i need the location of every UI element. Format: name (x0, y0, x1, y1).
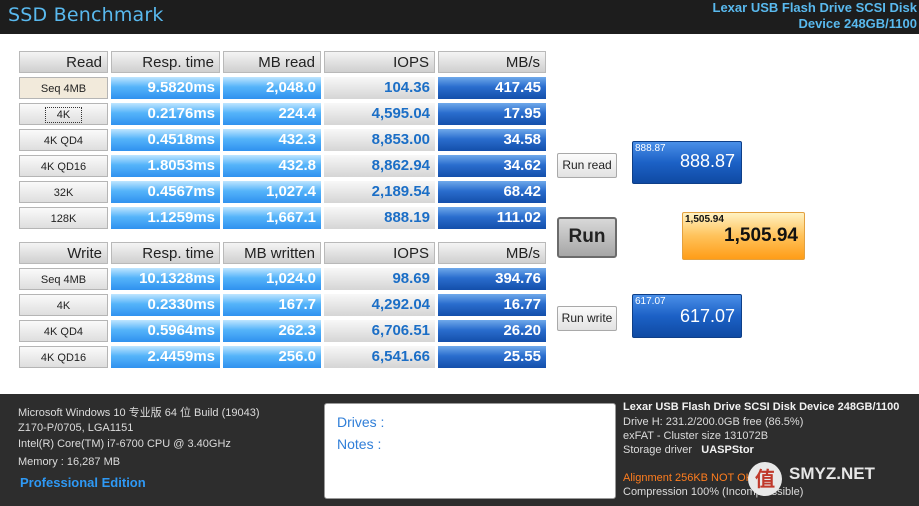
run-button[interactable]: Run (557, 217, 617, 258)
write-4k-qd16-mbs: 25.55 (438, 346, 546, 368)
write-test-4k-button[interactable]: 4K (19, 294, 108, 316)
total-score-small: 1,505.94 (685, 214, 724, 225)
read-header-mbs: MB/s (438, 51, 546, 73)
write-seq-4mb-mbs: 394.76 (438, 268, 546, 290)
write-4k-qd4-mbs: 26.20 (438, 320, 546, 342)
read-4k-mb: 224.4 (223, 103, 321, 125)
device-info-title: Lexar USB Flash Drive SCSI Disk Device 2… (623, 401, 900, 413)
read-seq-4mb-mbs: 417.45 (438, 77, 546, 99)
total-score-value: 1,505.94 (724, 225, 798, 246)
write-header-resp-time: Resp. time (111, 242, 220, 264)
read-4k-qd4-mb: 432.3 (223, 129, 321, 151)
read-4k-mbs: 17.95 (438, 103, 546, 125)
read-32k-mb: 1,027.4 (223, 181, 321, 203)
read-test-4k-qd16-button[interactable]: 4K QD16 (19, 155, 108, 177)
read-header-iops: IOPS (324, 51, 435, 73)
read-header-resp-time: Resp. time (111, 51, 220, 73)
read-seq-4mb-resp-time: 9.5820ms (111, 77, 220, 99)
write-header-mbs: MB/s (438, 242, 546, 264)
drives-label: Drives : (337, 414, 385, 430)
write-seq-4mb-resp-time: 10.1328ms (111, 268, 220, 290)
read-32k-mbs: 68.42 (438, 181, 546, 203)
write-4k-qd4-iops: 6,706.51 (324, 320, 435, 342)
write-4k-mb: 167.7 (223, 294, 321, 316)
read-test-4k-button[interactable]: 4K (19, 103, 108, 125)
read-seq-4mb-iops: 104.36 (324, 77, 435, 99)
write-header-iops: IOPS (324, 242, 435, 264)
read-4k-iops: 4,595.04 (324, 103, 435, 125)
write-test-seq-4mb-button[interactable]: Seq 4MB (19, 268, 108, 290)
read-score-small: 888.87 (635, 143, 666, 154)
read-128k-iops: 888.19 (324, 207, 435, 229)
read-128k-mb: 1,667.1 (223, 207, 321, 229)
write-4k-iops: 4,292.04 (324, 294, 435, 316)
read-header-label: Read (19, 51, 108, 73)
write-test-4k-qd4-button[interactable]: 4K QD4 (19, 320, 108, 342)
watermark-badge-icon: 值 (748, 462, 782, 496)
read-score-box: 888.87 888.87 (632, 141, 742, 184)
read-4k-qd4-mbs: 34.58 (438, 129, 546, 151)
title-bar: SSD Benchmark Lexar USB Flash Drive SCSI… (0, 0, 919, 34)
read-4k-qd16-mb: 432.8 (223, 155, 321, 177)
read-4k-qd4-resp-time: 0.4518ms (111, 129, 220, 151)
run-write-button[interactable]: Run write (557, 306, 617, 331)
storage-driver-value: UASPStor (701, 444, 754, 456)
cpu-info: Intel(R) Core(TM) i7-6700 CPU @ 3.40GHz (18, 438, 231, 450)
watermark-logo: 值 SMYZ.NET (745, 460, 915, 500)
run-read-button[interactable]: Run read (557, 153, 617, 178)
notes-box[interactable]: Drives : Notes : (324, 403, 616, 499)
read-128k-resp-time: 1.1259ms (111, 207, 220, 229)
read-seq-4mb-mb: 2,048.0 (223, 77, 321, 99)
read-4k-qd16-iops: 8,862.94 (324, 155, 435, 177)
write-seq-4mb-iops: 98.69 (324, 268, 435, 290)
write-score-value: 617.07 (679, 306, 735, 326)
read-4k-qd16-resp-time: 1.8053ms (111, 155, 220, 177)
device-name-line2: Device 248GB/1100 (798, 16, 917, 31)
write-score-box: 617.07 617.07 (632, 294, 742, 338)
device-name-line1: Lexar USB Flash Drive SCSI Disk (712, 0, 917, 15)
filesystem-info: exFAT - Cluster size 131072B (623, 430, 769, 442)
write-header-mb-written: MB written (223, 242, 321, 264)
memory-info: Memory : 16,287 MB (18, 456, 121, 468)
write-score-small: 617.07 (635, 296, 666, 307)
write-4k-mbs: 16.77 (438, 294, 546, 316)
edition-label: Professional Edition (20, 475, 146, 490)
read-4k-qd4-iops: 8,853.00 (324, 129, 435, 151)
write-4k-qd4-resp-time: 0.5964ms (111, 320, 220, 342)
read-4k-resp-time: 0.2176ms (111, 103, 220, 125)
alignment-warning: Alignment 256KB NOT OK (623, 472, 754, 484)
write-seq-4mb-mb: 1,024.0 (223, 268, 321, 290)
write-header-label: Write (19, 242, 108, 264)
write-4k-qd16-iops: 6,541.66 (324, 346, 435, 368)
write-4k-qd4-mb: 262.3 (223, 320, 321, 342)
board-info: Z170-P/0705, LGA1151 (18, 422, 134, 434)
svg-text:值: 值 (755, 467, 775, 491)
read-test-4k-qd4-button[interactable]: 4K QD4 (19, 129, 108, 151)
app-title: SSD Benchmark (8, 4, 164, 26)
read-32k-resp-time: 0.4567ms (111, 181, 220, 203)
read-128k-mbs: 111.02 (438, 207, 546, 229)
write-4k-qd16-mb: 256.0 (223, 346, 321, 368)
read-test-4k-label: 4K (44, 107, 83, 123)
storage-driver-info: Storage driver UASPStor (623, 444, 754, 456)
write-test-4k-qd16-button[interactable]: 4K QD16 (19, 346, 108, 368)
notes-label: Notes : (337, 436, 382, 452)
read-test-seq-4mb-button[interactable]: Seq 4MB (19, 77, 108, 99)
total-score-box: 1,505.94 1,505.94 (682, 212, 805, 260)
write-4k-resp-time: 0.2330ms (111, 294, 220, 316)
write-4k-qd16-resp-time: 2.4459ms (111, 346, 220, 368)
os-info: Microsoft Windows 10 专业版 64 位 Build (190… (18, 407, 260, 419)
read-4k-qd16-mbs: 34.62 (438, 155, 546, 177)
read-test-32k-button[interactable]: 32K (19, 181, 108, 203)
read-score-value: 888.87 (679, 151, 735, 171)
watermark-text: SMYZ.NET (789, 464, 875, 483)
read-test-128k-button[interactable]: 128K (19, 207, 108, 229)
drive-info: Drive H: 231.2/200.0GB free (86.5%) (623, 416, 804, 428)
read-32k-iops: 2,189.54 (324, 181, 435, 203)
storage-driver-label: Storage driver (623, 444, 693, 456)
read-header-mb-read: MB read (223, 51, 321, 73)
